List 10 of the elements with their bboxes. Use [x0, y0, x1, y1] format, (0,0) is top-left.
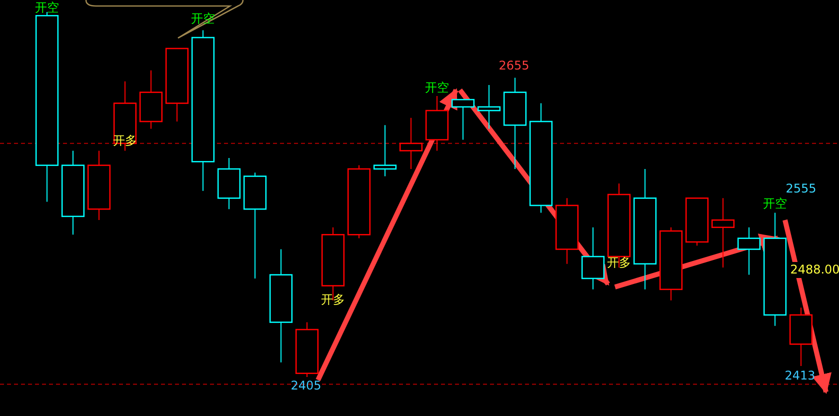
annotation: 2655	[498, 58, 530, 72]
text: 2405	[290, 378, 322, 392]
annotation: 开空	[425, 80, 449, 94]
annotation: 开空	[763, 196, 787, 210]
annotation: 2413	[784, 368, 816, 382]
annotation: 开空	[35, 0, 59, 14]
annotation: 开多	[321, 292, 345, 306]
annotation: 2488.00	[790, 262, 839, 276]
annotation: 开多	[607, 255, 631, 270]
annotation: 2555	[786, 181, 816, 196]
